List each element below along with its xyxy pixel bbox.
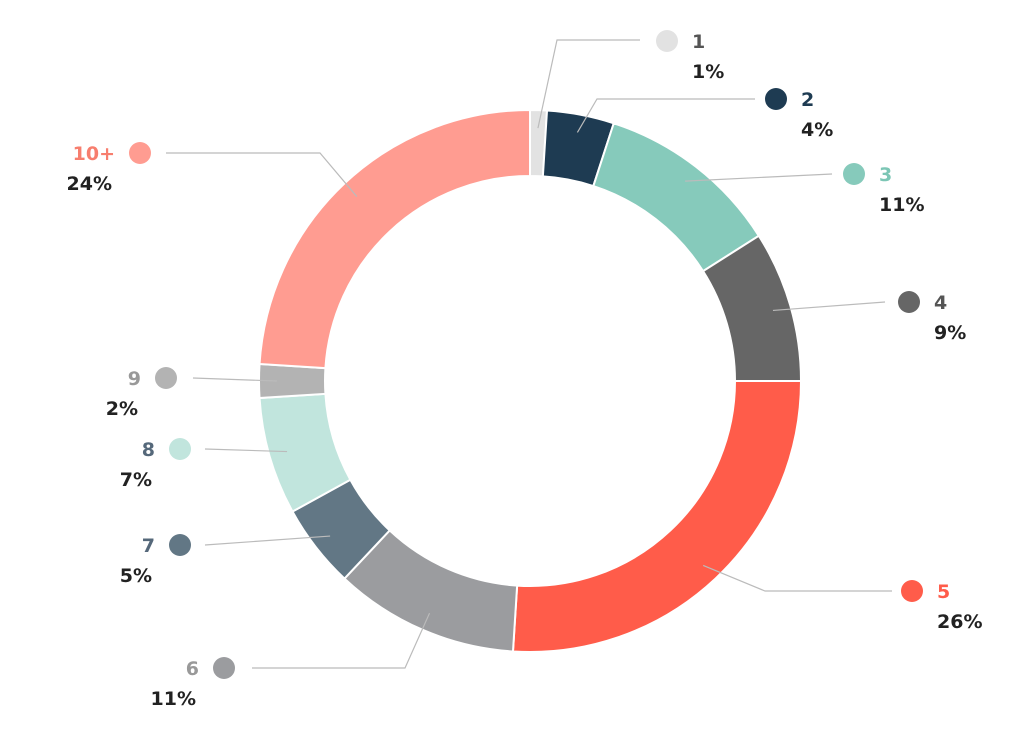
leader-line-8 — [204, 448, 288, 453]
leader-line-6 — [252, 612, 431, 669]
category-label-4: 4 — [934, 292, 947, 314]
marker-dot-6 — [213, 657, 235, 679]
slice-labels: 11%24%311%49%526%611%75%87%92%10+24% — [67, 30, 982, 710]
marker-dot-3 — [843, 163, 865, 185]
marker-dot-10plus — [129, 142, 151, 164]
percent-label-8: 7% — [120, 469, 152, 491]
marker-dot-9 — [155, 367, 177, 389]
marker-dot-4 — [898, 291, 920, 313]
marker-dot-2 — [765, 88, 787, 110]
category-label-8: 8 — [142, 439, 155, 461]
donut-slices — [258, 108, 803, 653]
category-label-2: 2 — [801, 89, 814, 111]
marker-dot-5 — [901, 580, 923, 602]
leader-line-7 — [204, 535, 331, 546]
percent-label-4: 9% — [934, 322, 966, 344]
percent-label-2: 4% — [801, 119, 833, 141]
category-label-7: 7 — [142, 535, 155, 557]
category-label-6: 6 — [186, 658, 199, 680]
marker-dot-8 — [169, 438, 191, 460]
slice-3 — [592, 122, 761, 273]
leader-line-2 — [576, 98, 755, 133]
percent-label-5: 26% — [937, 611, 982, 633]
category-label-1: 1 — [692, 31, 705, 53]
percent-label-1: 1% — [692, 61, 724, 83]
category-label-5: 5 — [937, 581, 950, 603]
percent-label-9: 2% — [106, 398, 138, 420]
leader-lines — [166, 39, 892, 669]
percent-label-6: 11% — [151, 688, 196, 710]
category-label-10plus: 10+ — [73, 143, 115, 165]
marker-dot-1 — [656, 30, 678, 52]
leader-line-5 — [702, 564, 892, 592]
percent-label-7: 5% — [120, 565, 152, 587]
leader-line-1 — [537, 39, 640, 129]
marker-dot-7 — [169, 534, 191, 556]
slice-5 — [511, 380, 803, 653]
percent-label-3: 11% — [879, 194, 924, 216]
leader-line-9 — [192, 377, 278, 382]
category-label-9: 9 — [128, 368, 141, 390]
slice-10plus — [258, 108, 531, 370]
category-label-3: 3 — [879, 164, 892, 186]
leader-line-4 — [772, 301, 886, 312]
leader-line-10plus — [166, 152, 358, 197]
leader-line-3 — [685, 173, 833, 182]
percent-label-10plus: 24% — [67, 173, 112, 195]
